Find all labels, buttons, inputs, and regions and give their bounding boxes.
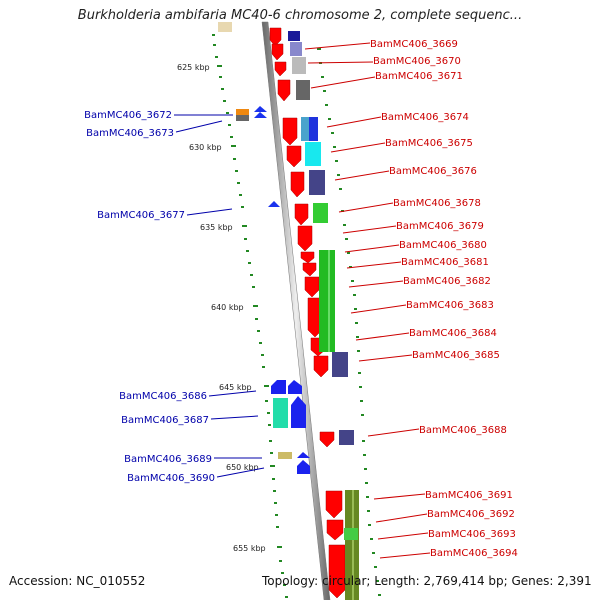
gene-label: BamMC406_3682	[403, 276, 491, 287]
ruler-label: 645 kbp	[219, 383, 252, 392]
gene-feature	[319, 431, 335, 448]
gene-feature	[297, 225, 313, 252]
gene-label: BamMC406_3681	[401, 257, 489, 268]
map-title: Burkholderia ambifaria MC40-6 chromosome…	[77, 8, 523, 23]
gene-label: BamMC406_3694	[430, 548, 518, 559]
right-labels[interactable]: BamMC406_3669 BamMC406_3670 BamMC406_367…	[304, 39, 518, 559]
gene-label: BamMC406_3672	[84, 110, 172, 121]
gene-label: BamMC406_3675	[385, 138, 473, 149]
gene-feature	[271, 43, 284, 61]
left-labels[interactable]: BamMC406_3672 BamMC406_3673 BamMC406_367…	[84, 110, 265, 484]
outer-dot-track	[212, 34, 288, 598]
reverse-genes[interactable]	[236, 106, 310, 474]
ruler-label: 630 kbp	[189, 143, 222, 152]
gene-label: BamMC406_3680	[399, 240, 487, 251]
gene-label: BamMC406_3671	[375, 71, 463, 82]
gene-feature	[294, 203, 309, 226]
gene-label: BamMC406_3686	[119, 391, 207, 402]
gene-label: BamMC406_3669	[370, 39, 458, 50]
forward-genes[interactable]	[269, 27, 346, 599]
gene-feature	[274, 61, 287, 77]
gene-label: BamMC406_3691	[425, 490, 513, 501]
ruler-label: 650 kbp	[226, 463, 259, 472]
gene-label: BamMC406_3684	[409, 328, 497, 339]
ruler-label: 640 kbp	[211, 303, 244, 312]
ruler-label: 655 kbp	[233, 544, 266, 553]
gene-label: BamMC406_3689	[124, 454, 212, 465]
ruler-label: 635 kbp	[200, 223, 233, 232]
gene-feature	[313, 355, 329, 378]
ruler-label: 625 kbp	[177, 63, 210, 72]
gene-label: BamMC406_3688	[419, 425, 507, 436]
gene-feature	[290, 171, 305, 198]
annotation-blocks[interactable]	[218, 22, 359, 600]
gene-label: BamMC406_3670	[373, 56, 461, 67]
gene-feature	[282, 117, 298, 146]
gene-feature	[326, 519, 344, 541]
gene-label: BamMC406_3674	[381, 112, 469, 123]
gene-label: BamMC406_3678	[393, 198, 481, 209]
gene-feature	[325, 490, 343, 519]
topology-text: Topology: circular; Length: 2,769,414 bp…	[262, 574, 592, 588]
gene-feature	[286, 145, 302, 168]
gene-label: BamMC406_3692	[427, 509, 515, 520]
gene-feature	[269, 27, 282, 47]
gene-label: BamMC406_3676	[389, 166, 477, 177]
gene-feature	[277, 79, 291, 102]
accession-text: Accession: NC_010552	[9, 574, 146, 588]
gene-label: BamMC406_3687	[121, 415, 209, 426]
gene-label: BamMC406_3673	[86, 128, 174, 139]
gene-feature	[300, 251, 315, 264]
inner-dot-track	[317, 48, 381, 596]
gene-feature	[328, 544, 346, 599]
gene-label: BamMC406_3685	[412, 350, 500, 361]
gene-feature	[302, 262, 317, 277]
gene-label: BamMC406_3679	[396, 221, 484, 232]
gene-label: BamMC406_3693	[428, 529, 516, 540]
gene-label: BamMC406_3690	[127, 473, 215, 484]
gene-feature	[304, 276, 320, 298]
gene-label: BamMC406_3677	[97, 210, 185, 221]
gene-label: BamMC406_3683	[406, 300, 494, 311]
ruler: 625 kbp 630 kbp 635 kbp 640 kbp 645 kbp …	[177, 63, 266, 553]
